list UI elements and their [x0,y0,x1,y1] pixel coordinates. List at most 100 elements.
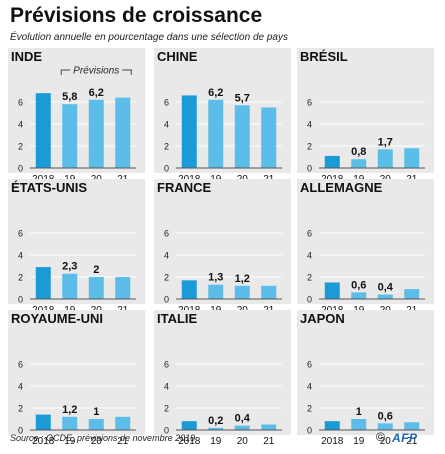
y-tick-label: 6 [164,360,169,370]
data-label: 2 [93,264,99,276]
bar [351,419,367,430]
y-tick-label: 2 [307,142,312,152]
data-label: 1,3 [208,272,223,284]
bar [261,285,277,299]
bar [324,282,340,299]
x-tick-label: 20 [237,436,249,447]
bar [351,292,367,299]
bar [404,422,420,430]
chart-panel [154,310,291,435]
data-label: 0,8 [351,146,366,158]
y-tick-label: 2 [307,404,312,414]
y-tick-label: 4 [18,120,23,130]
data-label: 0,6 [351,279,366,291]
chart-panel [8,310,145,435]
y-tick-label: 4 [307,251,312,261]
bar [35,414,51,430]
y-tick-label: 0 [307,164,312,174]
y-tick-label: 4 [307,120,312,130]
y-tick-label: 2 [307,273,312,283]
chart-title: ROYAUME-UNI [11,311,103,326]
x-tick-label: 2018 [321,436,344,447]
y-tick-label: 4 [164,120,169,130]
data-label: 0,6 [378,410,393,422]
bar [351,159,367,168]
y-tick-label: 4 [18,382,23,392]
y-tick-label: 0 [307,426,312,436]
y-tick-label: 0 [307,295,312,305]
x-tick-label: 2018 [178,436,201,447]
bar [377,149,393,168]
y-tick-label: 6 [307,360,312,370]
bar [377,423,393,430]
y-tick-label: 2 [164,404,169,414]
y-tick-label: 2 [18,404,23,414]
data-label: 0,2 [208,415,223,427]
bar [377,294,393,299]
chart-title: ITALIE [157,311,198,326]
y-tick-label: 4 [164,251,169,261]
bar [88,277,104,299]
chart-title: JAPON [300,311,345,326]
chart-title: INDE [11,49,42,64]
bar [234,105,250,168]
bar [35,93,51,168]
chart-panel [154,179,291,304]
data-label: 1,2 [62,404,77,416]
x-tick-label: 21 [406,436,418,447]
data-label: 5,8 [62,91,77,103]
y-tick-label: 2 [18,142,23,152]
y-tick-label: 0 [164,164,169,174]
bar [88,419,104,430]
bar [62,104,78,168]
x-tick-label: 19 [210,436,222,447]
y-tick-label: 0 [18,295,23,305]
y-tick-label: 6 [18,229,23,239]
forecast-label: Prévisions [73,66,119,77]
x-tick-label: 2018 [32,436,55,447]
y-tick-label: 6 [18,98,23,108]
bar [324,155,340,168]
bar [261,107,277,168]
forecast-bracket [60,69,132,75]
data-label: 0,4 [235,413,251,425]
data-label: 1 [93,406,99,418]
y-tick-label: 6 [164,98,169,108]
bar [115,416,131,430]
bar [208,427,224,430]
y-tick-label: 4 [164,382,169,392]
bar [261,424,277,430]
source-note: Source : OCDE, prévisions de novembre 20… [10,433,196,443]
bar [115,277,131,299]
bar [181,280,197,299]
bar [62,416,78,430]
data-label: 1,2 [235,273,250,285]
x-tick-label: 20 [380,436,392,447]
y-tick-label: 0 [18,426,23,436]
y-tick-label: 4 [18,251,23,261]
bar [181,95,197,168]
chart-panel [297,179,434,304]
data-label: 6,2 [89,87,104,99]
bar [62,273,78,299]
data-label: 2,3 [62,261,77,273]
bar [234,425,250,430]
bar [404,148,420,168]
x-tick-label: 20 [91,436,103,447]
bar [181,421,197,430]
y-tick-label: 4 [307,382,312,392]
data-label: 6,2 [208,87,223,99]
chart-panel [297,310,434,435]
y-tick-label: 0 [18,164,23,174]
data-label: 1,7 [378,136,393,148]
bar [324,421,340,430]
data-label: 1 [356,406,362,418]
data-label: 0,4 [378,282,394,294]
bar [35,267,51,299]
bar [88,99,104,168]
bar [208,99,224,168]
chart-title: FRANCE [157,180,211,195]
bar [404,289,420,299]
y-tick-label: 6 [307,229,312,239]
y-tick-label: 6 [164,229,169,239]
